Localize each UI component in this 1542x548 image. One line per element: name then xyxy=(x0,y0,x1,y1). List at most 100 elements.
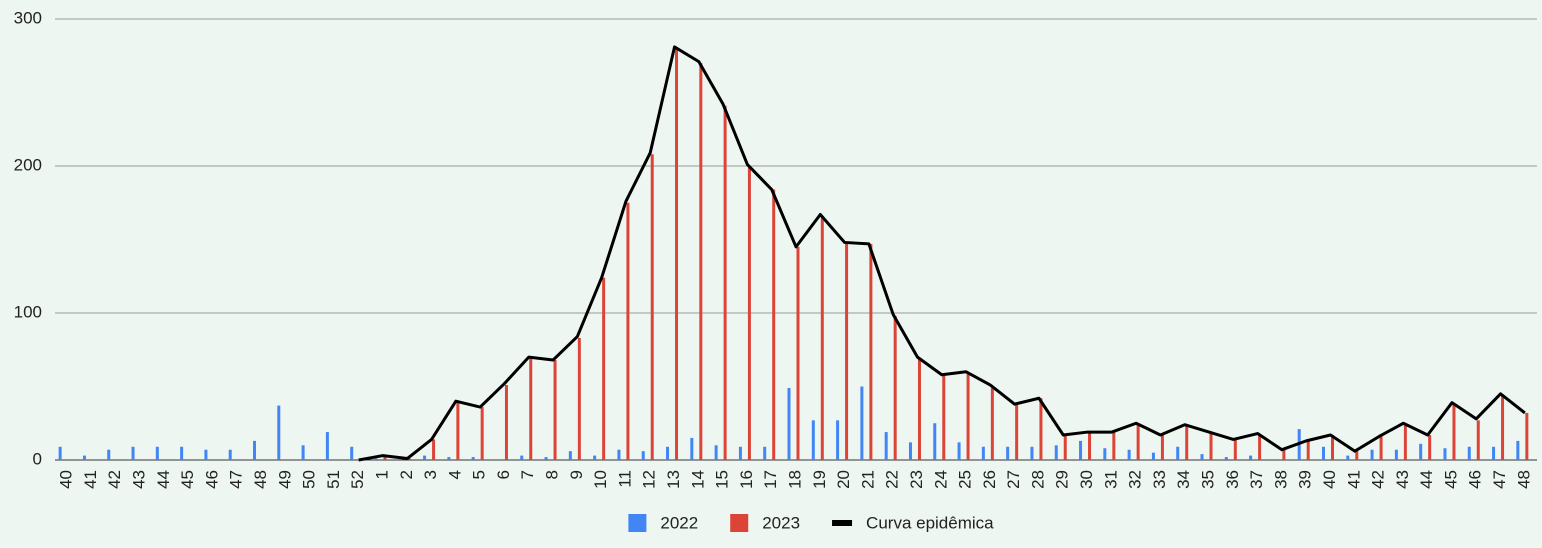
x-tick-label: 12 xyxy=(640,470,659,489)
bar xyxy=(1210,434,1213,460)
bar xyxy=(1103,448,1106,460)
bar xyxy=(739,447,742,460)
x-tick-label: 43 xyxy=(1393,470,1412,489)
bar xyxy=(253,441,256,460)
legend-item: 2023 xyxy=(730,513,800,532)
bar xyxy=(626,203,629,460)
bar xyxy=(1088,432,1091,460)
x-tick-label: 11 xyxy=(615,470,634,488)
bar xyxy=(59,447,62,460)
x-tick-label: 49 xyxy=(275,470,294,489)
bar xyxy=(967,373,970,460)
x-tick-label: 43 xyxy=(130,470,149,489)
bar xyxy=(821,216,824,460)
bar xyxy=(1055,445,1058,460)
x-tick-label: 7 xyxy=(518,470,537,479)
x-tick-label: 8 xyxy=(543,470,562,479)
x-tick-label: 24 xyxy=(931,470,950,489)
x-tick-label: 10 xyxy=(591,470,610,489)
bar xyxy=(1307,441,1310,460)
bar xyxy=(869,244,872,460)
bar xyxy=(651,154,654,460)
bar xyxy=(1185,426,1188,460)
bar xyxy=(690,438,693,460)
x-tick-label: 18 xyxy=(785,470,804,489)
x-tick-label: 15 xyxy=(713,470,732,489)
bar xyxy=(107,450,110,460)
bar xyxy=(1152,453,1155,460)
x-tick-label: 39 xyxy=(1296,470,1315,489)
x-tick-label: 48 xyxy=(1514,470,1533,489)
bar xyxy=(554,360,557,460)
legend-item: Curva epidêmica xyxy=(832,513,994,532)
x-tick-label: 26 xyxy=(980,470,999,489)
bar xyxy=(1282,450,1285,460)
bar xyxy=(447,457,450,460)
bar xyxy=(432,439,435,460)
bar xyxy=(1015,404,1018,460)
x-tick-label: 50 xyxy=(300,470,319,489)
bar xyxy=(180,447,183,460)
bar xyxy=(374,459,377,460)
bar xyxy=(909,442,912,460)
legend-item: 2022 xyxy=(628,513,698,532)
bar xyxy=(991,388,994,460)
legend-swatch xyxy=(628,514,646,532)
bar xyxy=(456,403,459,460)
bar xyxy=(772,190,775,460)
x-tick-label: 9 xyxy=(567,470,586,479)
x-tick-label: 6 xyxy=(494,470,513,479)
bar xyxy=(1128,450,1131,460)
x-tick-label: 28 xyxy=(1028,470,1047,489)
x-tick-label: 37 xyxy=(1247,470,1266,489)
bar xyxy=(982,447,985,460)
bar xyxy=(1030,447,1033,460)
x-tick-label: 45 xyxy=(178,470,197,489)
x-tick-label: 48 xyxy=(251,470,270,489)
bar xyxy=(1371,450,1374,460)
x-tick-label: 41 xyxy=(81,470,100,489)
bar xyxy=(958,442,961,460)
x-tick-label: 30 xyxy=(1077,470,1096,489)
bar xyxy=(505,385,508,460)
bar xyxy=(350,447,353,460)
legend-label: 2023 xyxy=(762,513,800,532)
bar xyxy=(1176,447,1179,460)
x-tick-label: 40 xyxy=(1320,470,1339,489)
x-tick-label: 14 xyxy=(688,470,707,489)
x-tick-label: 51 xyxy=(324,470,343,489)
y-tick-label: 100 xyxy=(14,302,42,321)
bar xyxy=(1404,425,1407,460)
bar xyxy=(1234,439,1237,460)
x-tick-label: 36 xyxy=(1223,470,1242,489)
bar xyxy=(569,451,572,460)
bar xyxy=(1501,395,1504,460)
y-tick-label: 0 xyxy=(33,449,42,468)
bar xyxy=(302,445,305,460)
bar xyxy=(1395,450,1398,460)
bar xyxy=(326,432,329,460)
legend-swatch xyxy=(832,520,852,526)
bar xyxy=(83,456,86,460)
x-tick-label: 29 xyxy=(1053,470,1072,489)
x-tick-label: 41 xyxy=(1344,470,1363,489)
x-tick-label: 42 xyxy=(105,470,124,489)
x-tick-label: 21 xyxy=(858,470,877,489)
bar xyxy=(1161,435,1164,460)
bar xyxy=(1039,398,1042,460)
bar xyxy=(666,447,669,460)
x-tick-label: 40 xyxy=(57,470,76,489)
x-tick-label: 1 xyxy=(372,470,391,479)
bar xyxy=(1419,444,1422,460)
bar xyxy=(1477,420,1480,460)
bar xyxy=(156,447,159,460)
x-tick-label: 33 xyxy=(1150,470,1169,489)
chart: 0100200300404142434445464748495051521234… xyxy=(0,0,1542,548)
bar xyxy=(277,406,280,460)
bar xyxy=(578,338,581,460)
bar xyxy=(788,388,791,460)
bar xyxy=(1112,432,1115,460)
bar xyxy=(763,447,766,460)
bar xyxy=(918,359,921,460)
bar xyxy=(545,457,548,460)
